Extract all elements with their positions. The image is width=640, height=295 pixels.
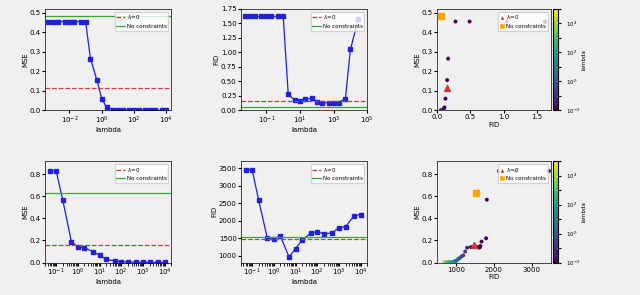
Point — [465, 19, 475, 24]
Point — [440, 96, 451, 101]
Point — [437, 108, 447, 112]
X-axis label: FID: FID — [488, 274, 499, 280]
Point — [442, 86, 452, 90]
Point — [436, 108, 446, 112]
Point — [436, 108, 446, 112]
Legend: $\lambda$=0, No constraints: $\lambda$=0, No constraints — [498, 164, 548, 183]
X-axis label: lambda: lambda — [95, 279, 121, 285]
Y-axis label: MSE: MSE — [414, 52, 420, 67]
X-axis label: FID: FID — [488, 122, 499, 128]
Point — [540, 19, 550, 24]
Point — [436, 108, 446, 112]
Point — [482, 197, 492, 202]
X-axis label: lambda: lambda — [291, 127, 317, 133]
Point — [449, 259, 460, 264]
Point — [481, 236, 491, 241]
Point — [438, 107, 449, 112]
Y-axis label: FID: FID — [214, 54, 220, 65]
Point — [454, 256, 465, 260]
Point — [540, 19, 550, 24]
Point — [436, 108, 447, 112]
Point — [494, 169, 504, 173]
Legend: $\lambda$=0, No constraints: $\lambda$=0, No constraints — [115, 12, 168, 31]
Point — [436, 13, 446, 18]
X-axis label: lambda: lambda — [291, 279, 317, 285]
Point — [460, 249, 470, 254]
Point — [543, 169, 554, 173]
Point — [442, 260, 452, 265]
Point — [476, 244, 486, 248]
Legend: $\lambda$=0, No constraints: $\lambda$=0, No constraints — [310, 164, 364, 183]
Point — [472, 245, 482, 250]
Point — [437, 108, 447, 112]
Point — [445, 260, 455, 265]
Point — [444, 260, 454, 265]
Point — [476, 239, 486, 244]
Point — [440, 260, 451, 265]
Point — [436, 108, 446, 112]
Y-axis label: lambda: lambda — [582, 201, 586, 222]
Point — [436, 108, 447, 112]
Point — [475, 245, 485, 250]
Point — [451, 19, 461, 24]
Point — [443, 260, 453, 265]
Point — [502, 19, 512, 24]
Y-axis label: MSE: MSE — [414, 204, 420, 219]
Point — [453, 257, 463, 262]
Point — [436, 108, 446, 112]
Point — [540, 19, 550, 24]
Point — [458, 253, 468, 258]
Point — [540, 19, 550, 24]
Point — [474, 245, 484, 250]
Point — [436, 108, 446, 112]
Y-axis label: MSE: MSE — [22, 52, 28, 67]
Point — [451, 258, 461, 263]
Point — [452, 258, 462, 263]
X-axis label: lambda: lambda — [95, 127, 121, 133]
Point — [456, 254, 467, 259]
Point — [436, 108, 446, 112]
Point — [543, 169, 554, 173]
Point — [511, 169, 521, 173]
Point — [449, 259, 459, 264]
Point — [543, 169, 554, 173]
Point — [436, 108, 446, 112]
Point — [468, 242, 479, 247]
Point — [495, 169, 505, 173]
Point — [462, 245, 472, 250]
Y-axis label: lambda: lambda — [582, 49, 586, 70]
Legend: $\lambda$=0, No constraints: $\lambda$=0, No constraints — [498, 12, 548, 31]
Point — [470, 190, 481, 195]
Point — [439, 260, 449, 265]
Point — [466, 245, 476, 250]
Point — [443, 56, 453, 61]
Point — [469, 245, 479, 250]
Point — [447, 260, 457, 264]
Point — [439, 105, 449, 110]
Point — [438, 108, 448, 112]
Y-axis label: MSE: MSE — [22, 204, 28, 219]
Y-axis label: FID: FID — [211, 206, 217, 217]
Legend: $\lambda$=0, No constraints: $\lambda$=0, No constraints — [310, 12, 364, 31]
Point — [436, 108, 446, 112]
Point — [436, 108, 447, 112]
Point — [442, 78, 452, 82]
Point — [540, 19, 550, 24]
Point — [436, 108, 447, 112]
Point — [540, 19, 550, 24]
Legend: $\lambda$=0, No constraints: $\lambda$=0, No constraints — [115, 164, 168, 183]
Point — [436, 108, 446, 112]
